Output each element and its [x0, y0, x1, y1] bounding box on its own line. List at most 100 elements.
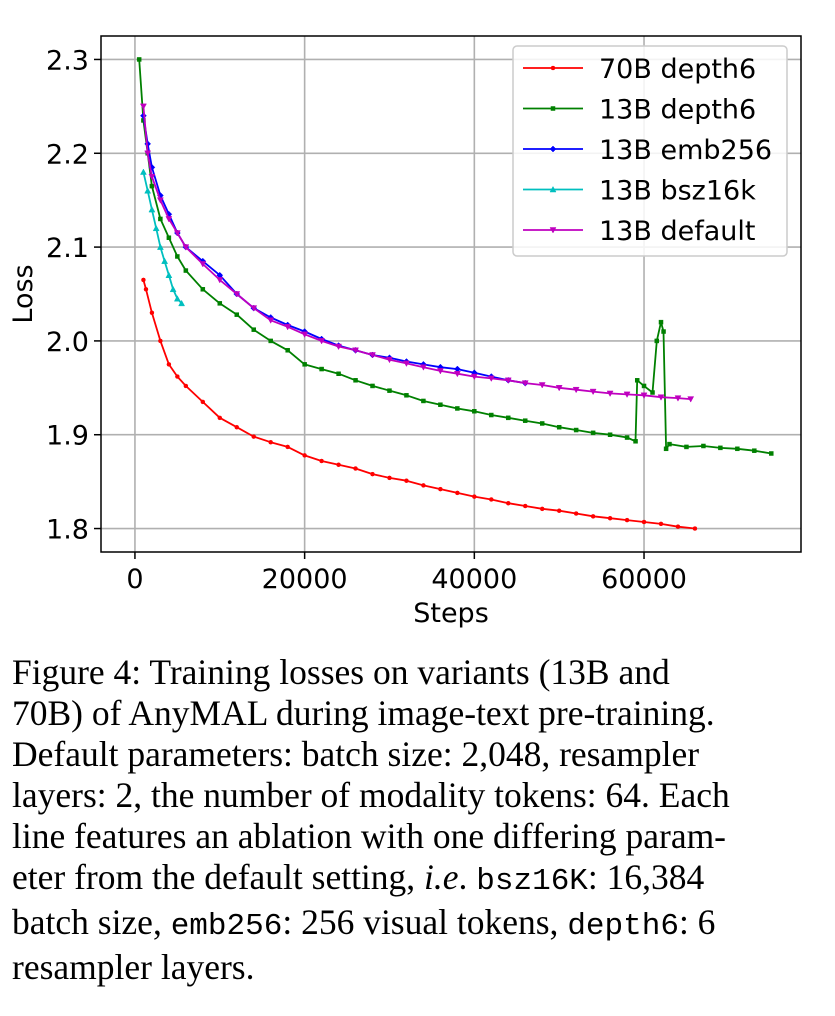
point-13b-default-10 — [250, 305, 258, 312]
point-13b-default-8 — [216, 277, 224, 284]
point-13b-bsz16k-8 — [173, 295, 181, 302]
point-13b-depth6-41 — [663, 446, 669, 452]
point-13b-depth6-48 — [769, 451, 774, 456]
x-axis-label: Steps — [413, 598, 489, 629]
y-tick-label-5: 2.3 — [46, 45, 89, 76]
point-13b-depth6-9 — [217, 301, 223, 306]
point-70b-depth6-25 — [506, 500, 511, 506]
point-13b-bsz16k-3 — [152, 224, 160, 232]
legend-label-70b-depth6: 70B depth6 — [599, 54, 756, 85]
point-13b-depth6-38 — [654, 338, 660, 344]
point-70b-depth6-34 — [658, 521, 664, 527]
point-13b-default-4 — [165, 216, 173, 223]
caption-line-7-part-b: : 256 visual tokens, — [282, 902, 568, 942]
point-13b-depth6-10 — [234, 312, 240, 317]
legend-marker-70b-depth6 — [550, 65, 556, 71]
point-13b-depth6-11 — [251, 327, 256, 332]
point-13b-default-7 — [199, 261, 207, 268]
point-70b-depth6-22 — [455, 490, 460, 496]
point-13b-bsz16k-6 — [165, 271, 173, 278]
point-13b-depth6-43 — [684, 444, 689, 450]
loss-chart: 0 20000 40000 60000 1.8 1.9 2.0 2.1 2.2 2.3 Steps… — [8, 35, 802, 629]
point-70b-depth6-5 — [175, 374, 180, 379]
point-13b-depth6-33 — [624, 435, 630, 440]
point-70b-depth6-28 — [556, 508, 562, 513]
point-13b-default-1 — [144, 150, 152, 157]
point-13b-depth6-5 — [166, 235, 172, 240]
point-13b-depth6-44 — [701, 443, 706, 449]
point-13b-depth6-24 — [472, 409, 477, 414]
caption-line-7-part-a: batch size, — [12, 902, 171, 942]
point-70b-depth6-31 — [607, 515, 613, 521]
point-70b-depth6-2 — [149, 310, 155, 316]
point-13b-default-5 — [173, 230, 181, 237]
caption-line-7-part-c: : 6 — [678, 902, 716, 942]
point-13b-default-6 — [182, 244, 190, 251]
point-13b-default-25 — [504, 377, 512, 384]
point-13b-depth6-8 — [200, 287, 206, 292]
point-13b-bsz16k-5 — [161, 257, 169, 264]
caption-line-3: Default parameters: batch size: 2,048, r… — [12, 734, 700, 774]
point-13b-bsz16k-1 — [144, 187, 152, 194]
point-13b-depth6-22 — [438, 402, 443, 407]
point-70b-depth6-4 — [166, 362, 172, 367]
plot-frame — [100, 35, 802, 553]
point-13b-depth6-47 — [752, 448, 757, 453]
y-tick-label-2: 2.0 — [46, 327, 89, 358]
point-70b-depth6-18 — [387, 475, 392, 481]
point-70b-depth6-7 — [200, 399, 206, 405]
x-tick-label-2: 40000 — [431, 564, 517, 595]
point-13b-default-28 — [555, 385, 563, 392]
point-13b-default-2 — [148, 173, 156, 181]
legend-label-13b-bsz16k: 13B bsz16k — [599, 176, 756, 207]
point-13b-default-27 — [538, 382, 546, 389]
caption-code-emb256: emb256 — [170, 909, 283, 944]
point-70b-depth6-23 — [472, 494, 477, 499]
y-axis-label: Loss — [8, 264, 39, 323]
point-13b-bsz16k-7 — [169, 285, 177, 293]
point-13b-depth6-6 — [175, 254, 180, 259]
point-13b-default-24 — [487, 375, 495, 382]
legend-label-13b-emb256: 13B emb256 — [599, 135, 772, 166]
point-13b-bsz16k-0 — [140, 168, 147, 175]
point-13b-depth6-46 — [735, 446, 740, 452]
point-70b-depth6-24 — [489, 497, 494, 502]
point-13b-depth6-29 — [556, 424, 562, 430]
point-13b-default-14 — [318, 338, 326, 345]
legend-marker-13b-depth6 — [550, 106, 556, 111]
point-13b-depth6-37 — [650, 390, 655, 395]
series-line-13b-bsz16k — [142, 171, 183, 304]
point-13b-default-23 — [470, 373, 478, 381]
caption-ie-italic: i.e — [424, 857, 459, 897]
legend-box — [512, 45, 788, 257]
point-13b-depth6-17 — [353, 378, 358, 383]
point-70b-depth6-26 — [522, 503, 528, 509]
point-13b-default-17 — [369, 352, 376, 359]
point-70b-depth6-21 — [438, 486, 443, 492]
point-13b-default-3 — [156, 197, 164, 204]
point-13b-default-16 — [352, 347, 359, 354]
series-layer — [136, 57, 774, 531]
point-13b-default-13 — [301, 331, 309, 338]
point-13b-default-15 — [335, 343, 342, 351]
point-13b-depth6-27 — [522, 418, 528, 423]
point-13b-default-31 — [606, 390, 614, 397]
legend-marker-13b-default — [549, 227, 557, 234]
point-13b-depth6-40 — [661, 329, 666, 334]
point-13b-depth6-35 — [634, 378, 640, 383]
series-line-13b-emb256 — [142, 115, 526, 384]
legend-marker-13b-bsz16k — [549, 185, 557, 193]
point-13b-depth6-28 — [539, 421, 545, 426]
point-13b-default-33 — [640, 392, 648, 399]
point-70b-depth6-12 — [285, 444, 290, 450]
series-13b-default — [140, 103, 695, 403]
series-70b-depth6 — [141, 277, 698, 531]
point-13b-bsz16k-9 — [178, 299, 186, 307]
point-70b-depth6-9 — [234, 424, 240, 430]
x-tick-label-0: 0 — [126, 564, 143, 595]
point-13b-bsz16k-2 — [148, 206, 156, 213]
point-13b-depth6-18 — [370, 383, 375, 389]
point-13b-depth6-31 — [590, 430, 596, 436]
point-70b-depth6-17 — [370, 471, 375, 477]
point-70b-depth6-6 — [183, 383, 189, 389]
